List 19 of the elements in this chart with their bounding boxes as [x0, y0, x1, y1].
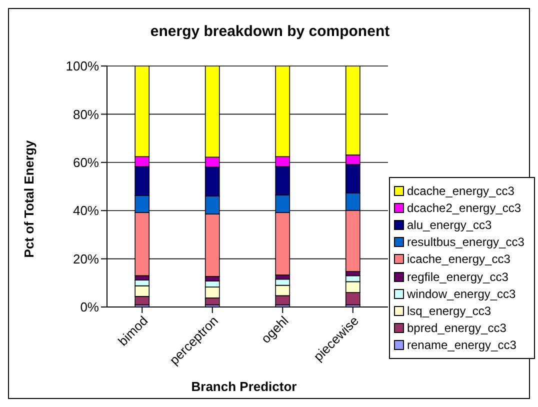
legend-label: dcache2_energy_cc3	[407, 200, 522, 215]
legend-label: regfile_energy_cc3	[407, 270, 508, 284]
legend-label: rename_energy_cc3	[407, 338, 516, 352]
legend-label: icache_energy_cc3	[407, 252, 510, 266]
legend-label: dcache_energy_cc3	[407, 184, 514, 198]
x-axis-title: Branch Predictor	[190, 379, 298, 394]
legend-label: alu_energy_cc3	[407, 218, 492, 232]
y-axis-title: Pct of Total Energy	[22, 140, 36, 258]
legend-label: window_energy_cc3	[407, 286, 516, 301]
chart-title: energy breakdown by component	[149, 23, 391, 40]
y-tick-label: 20%	[72, 251, 100, 266]
y-tick-label: 0%	[80, 300, 100, 315]
y-tick-label: 60%	[72, 155, 100, 170]
legend-label: bpred_energy_cc3	[407, 321, 506, 336]
y-tick-label: 80%	[72, 106, 100, 122]
legend-label: lsq_energy_cc3	[407, 304, 492, 318]
y-tick-label: 40%	[72, 203, 100, 218]
y-tick-label: 100%	[66, 58, 100, 74]
legend-label: resultbus_energy_cc3	[407, 235, 524, 250]
